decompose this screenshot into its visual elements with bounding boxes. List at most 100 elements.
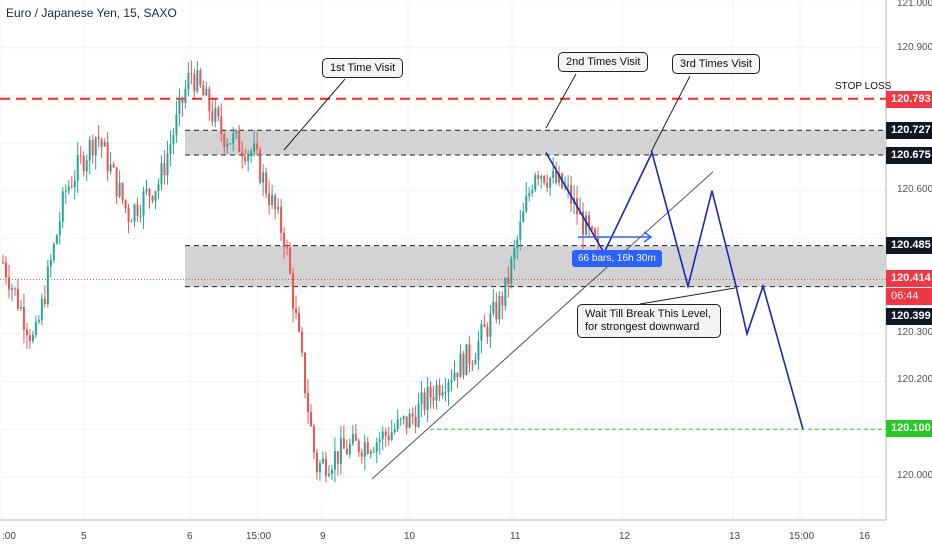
candle xyxy=(100,139,103,147)
callout-first-visit: 1st Time Visit xyxy=(322,58,404,78)
candle xyxy=(336,451,339,464)
y-tick: 120.000 xyxy=(897,470,932,481)
candle xyxy=(145,188,148,192)
projection-path xyxy=(545,150,804,430)
y-tick: 120.600 xyxy=(897,184,932,195)
candle xyxy=(298,312,301,332)
candle xyxy=(4,262,7,278)
badge-zone-bottom-high: 120.485 xyxy=(886,237,932,254)
candle xyxy=(184,89,187,104)
candle xyxy=(235,130,238,134)
callout-pointer xyxy=(639,287,736,305)
candle xyxy=(268,193,271,206)
candle xyxy=(202,85,205,96)
candle xyxy=(175,114,178,136)
candle xyxy=(205,88,208,96)
candle xyxy=(37,319,40,322)
candle xyxy=(513,247,516,259)
candle xyxy=(339,438,342,464)
candle xyxy=(73,180,76,188)
candle xyxy=(390,432,393,440)
candle xyxy=(330,469,333,474)
x-tick: 6 xyxy=(187,531,193,542)
candle xyxy=(109,164,112,172)
candle xyxy=(417,403,420,427)
candle xyxy=(253,143,256,152)
candle xyxy=(504,277,507,307)
candle xyxy=(28,335,31,341)
candle xyxy=(142,191,145,216)
candle xyxy=(169,144,172,154)
candle xyxy=(480,324,483,341)
candle xyxy=(133,204,136,222)
candle xyxy=(333,451,336,470)
candle xyxy=(411,413,414,417)
callout-pointer xyxy=(283,78,346,151)
candle xyxy=(2,262,4,264)
trendline xyxy=(371,171,714,480)
candle xyxy=(292,273,295,309)
callout-break-level: Wait Till Break This Level, for stronges… xyxy=(577,304,721,338)
candle xyxy=(181,97,184,104)
candle xyxy=(528,193,531,197)
x-tick: 16 xyxy=(859,531,871,542)
candle xyxy=(396,419,399,430)
candle xyxy=(244,156,247,162)
badge-zone-bottom-low: 120.399 xyxy=(886,308,932,325)
x-tick: 9 xyxy=(320,531,326,542)
candle xyxy=(301,331,303,353)
x-tick: :00 xyxy=(2,531,16,542)
candle xyxy=(55,235,58,244)
candle xyxy=(241,151,244,157)
candle xyxy=(342,438,345,449)
candle xyxy=(507,277,510,284)
candle xyxy=(414,416,417,427)
candle xyxy=(378,439,381,442)
candle xyxy=(277,206,280,210)
candle xyxy=(321,458,324,464)
candle xyxy=(259,149,262,183)
x-tick: 15:00 xyxy=(246,531,272,542)
candle xyxy=(531,189,534,194)
candle xyxy=(130,221,133,223)
candle xyxy=(295,308,298,313)
candle xyxy=(16,288,19,309)
y-tick: 120.300 xyxy=(897,327,932,338)
candle xyxy=(543,175,546,183)
candle xyxy=(420,392,423,404)
candle xyxy=(115,167,118,197)
candle xyxy=(85,160,88,172)
x-tick: 12 xyxy=(619,531,631,542)
candle xyxy=(435,384,438,401)
candle xyxy=(591,226,594,229)
badge-target: 120.100 xyxy=(886,420,932,437)
candle xyxy=(58,221,61,236)
candle xyxy=(588,215,591,227)
candle xyxy=(429,386,432,398)
candle xyxy=(262,172,265,183)
candle xyxy=(52,243,55,260)
candle xyxy=(585,215,588,235)
candle xyxy=(423,392,426,410)
candle xyxy=(357,440,360,453)
badge-last-price: 120.414 xyxy=(886,270,932,287)
candle xyxy=(594,228,597,239)
candle xyxy=(13,288,16,290)
candle xyxy=(274,195,277,210)
candle xyxy=(97,137,100,140)
candle xyxy=(318,463,321,473)
candle xyxy=(459,353,462,378)
candle xyxy=(537,174,540,179)
callout-second-visit: 2nd Times Visit xyxy=(558,52,649,72)
candle xyxy=(40,298,43,320)
candle xyxy=(10,288,13,290)
candle xyxy=(106,142,109,172)
candle xyxy=(190,73,193,75)
zone-1 xyxy=(185,245,886,287)
badge-stop-loss: 120.793 xyxy=(886,91,932,108)
y-tick: 121.000 xyxy=(897,0,932,9)
candle xyxy=(151,196,154,201)
candle xyxy=(510,258,513,284)
candle xyxy=(265,172,268,194)
